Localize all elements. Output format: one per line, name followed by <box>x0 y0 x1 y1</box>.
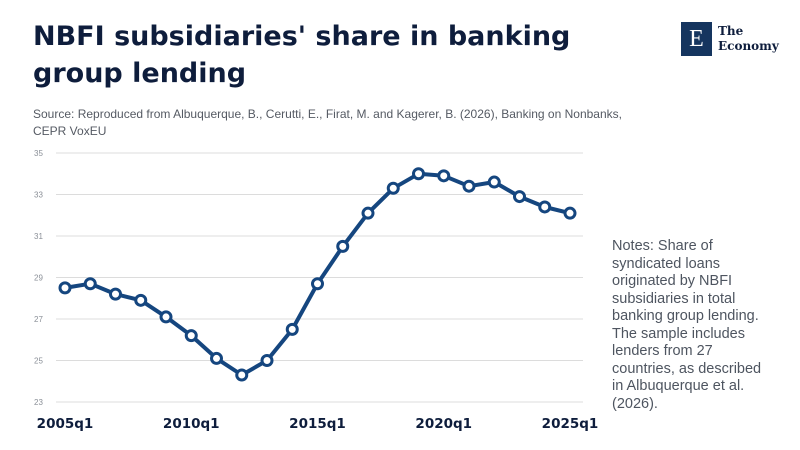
data-point <box>563 206 577 220</box>
grid-layer <box>56 152 583 403</box>
y-tick-label: 23 <box>34 398 43 407</box>
data-point <box>311 277 324 291</box>
x-tick-label: 2005q1 <box>37 416 94 432</box>
data-point <box>260 354 274 367</box>
data-point <box>109 287 122 301</box>
data-point <box>487 175 501 189</box>
data-point <box>134 293 148 307</box>
data-point <box>336 239 350 253</box>
series-layer <box>58 167 577 382</box>
x-tick-label: 2020q1 <box>415 416 472 432</box>
chart-title: NBFI subsidiaries' share in banking grou… <box>33 21 571 89</box>
logo-wordmark: The Economy <box>718 24 779 54</box>
logo-line-1: The <box>718 24 744 38</box>
y-tick-label: 31 <box>34 232 43 241</box>
series-line <box>63 171 572 377</box>
data-point <box>184 329 198 343</box>
y-tick-label: 27 <box>34 315 43 324</box>
y-tick-label: 29 <box>34 274 43 283</box>
data-point <box>210 351 223 365</box>
data-point <box>83 277 97 291</box>
x-tick-label: 2010q1 <box>163 416 220 432</box>
data-point <box>437 169 451 183</box>
y-axis-ticks: 23 25 27 29 31 33 35 <box>34 149 43 407</box>
y-tick-label: 33 <box>34 191 43 200</box>
x-tick-label: 2025q1 <box>542 416 599 432</box>
data-point <box>159 310 173 324</box>
data-point <box>538 200 552 214</box>
y-tick-label: 25 <box>34 357 43 366</box>
data-point <box>58 281 72 295</box>
data-point <box>285 322 299 336</box>
data-point <box>361 206 375 220</box>
logo[interactable]: E The Economy <box>681 22 779 56</box>
x-axis-ticks: 2005q1 2010q1 2015q1 2020q1 2025q1 <box>37 416 599 432</box>
data-point <box>462 179 476 193</box>
chart-notes: Notes: Share of syndicated loans origina… <box>612 238 762 412</box>
logo-mark: E <box>681 22 712 56</box>
logo-line-2: Economy <box>718 39 779 53</box>
y-tick-label: 35 <box>34 149 43 158</box>
x-tick-label: 2015q1 <box>289 416 346 432</box>
data-point <box>412 167 425 181</box>
data-point <box>386 181 400 195</box>
data-point <box>513 190 526 204</box>
data-point <box>235 368 249 382</box>
source-note: Source: Reproduced from Albuquerque, B.,… <box>33 107 622 138</box>
